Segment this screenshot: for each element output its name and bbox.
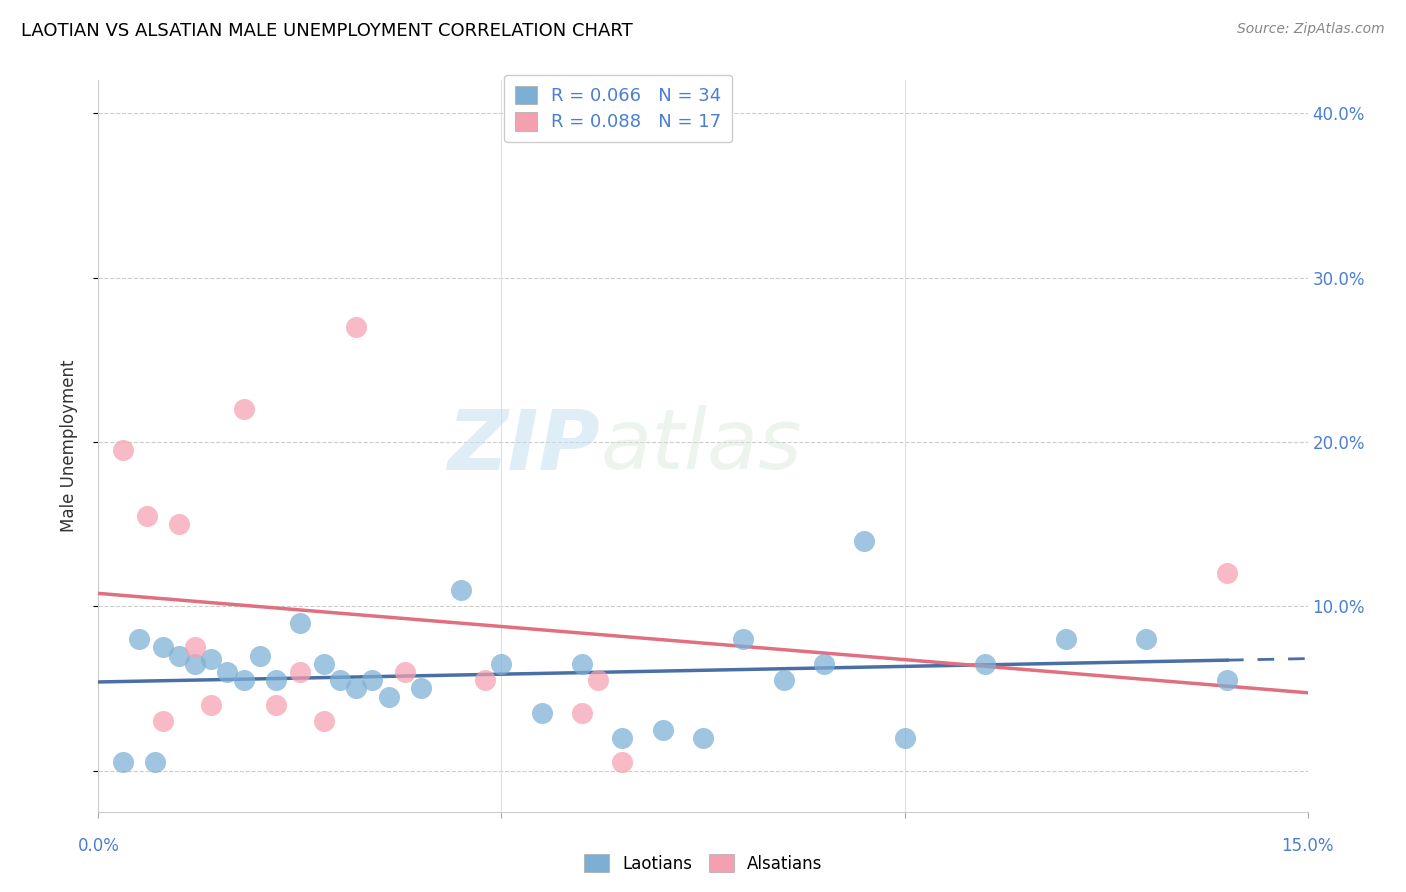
Point <box>200 652 222 666</box>
Point <box>111 756 134 770</box>
Point <box>1135 632 1157 647</box>
Point <box>143 756 166 770</box>
Point <box>184 657 207 671</box>
Point <box>651 723 673 737</box>
Text: LAOTIAN VS ALSATIAN MALE UNEMPLOYMENT CORRELATION CHART: LAOTIAN VS ALSATIAN MALE UNEMPLOYMENT CO… <box>21 22 633 40</box>
Point <box>474 673 496 688</box>
Point <box>167 517 190 532</box>
Point <box>571 706 593 720</box>
Point <box>692 731 714 745</box>
Point <box>200 698 222 712</box>
Point <box>128 632 150 647</box>
Point <box>217 665 239 679</box>
Text: 0.0%: 0.0% <box>77 837 120 855</box>
Point <box>361 673 384 688</box>
Point <box>394 665 416 679</box>
Point <box>491 657 513 671</box>
Point <box>1216 673 1239 688</box>
Point <box>167 648 190 663</box>
Point <box>264 698 287 712</box>
Point <box>530 706 553 720</box>
Point <box>264 673 287 688</box>
Legend: Laotians, Alsatians: Laotians, Alsatians <box>576 847 830 880</box>
Point <box>152 640 174 655</box>
Point <box>853 533 876 548</box>
Point <box>288 665 311 679</box>
Point <box>135 508 157 523</box>
Point <box>1054 632 1077 647</box>
Point <box>893 731 915 745</box>
Point <box>377 690 399 704</box>
Text: Source: ZipAtlas.com: Source: ZipAtlas.com <box>1237 22 1385 37</box>
Point <box>111 443 134 458</box>
Point <box>249 648 271 663</box>
Point <box>329 673 352 688</box>
Point <box>813 657 835 671</box>
Point <box>586 673 609 688</box>
Point <box>232 402 254 417</box>
Y-axis label: Male Unemployment: Male Unemployment <box>59 359 77 533</box>
Point <box>1216 566 1239 581</box>
Text: ZIP: ZIP <box>447 406 600 486</box>
Point <box>409 681 432 696</box>
Point <box>344 319 367 334</box>
Point <box>571 657 593 671</box>
Point <box>288 615 311 630</box>
Point <box>344 681 367 696</box>
Legend: R = 0.066   N = 34, R = 0.088   N = 17: R = 0.066 N = 34, R = 0.088 N = 17 <box>505 75 733 142</box>
Point <box>232 673 254 688</box>
Point <box>974 657 997 671</box>
Point <box>184 640 207 655</box>
Point <box>450 582 472 597</box>
Text: atlas: atlas <box>600 406 801 486</box>
Point <box>314 714 336 729</box>
Point <box>772 673 794 688</box>
Point <box>733 632 755 647</box>
Point <box>152 714 174 729</box>
Point <box>612 756 634 770</box>
Point <box>314 657 336 671</box>
Text: 15.0%: 15.0% <box>1281 837 1334 855</box>
Point <box>612 731 634 745</box>
